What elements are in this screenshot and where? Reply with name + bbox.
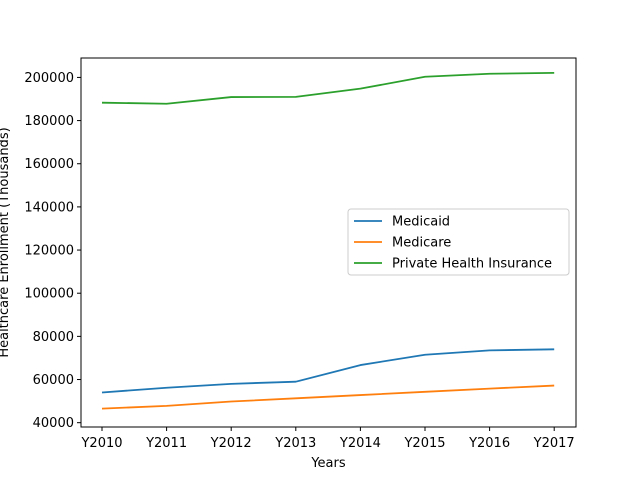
- x-tick-label: Y2012: [210, 436, 252, 451]
- legend-label: Medicaid: [392, 215, 450, 230]
- y-tick-label: 100000: [24, 287, 74, 302]
- y-tick-label: 40000: [33, 416, 74, 431]
- y-tick-label: 120000: [24, 244, 74, 259]
- series-line-medicare: [101, 384, 555, 410]
- axes-frame: [80, 57, 577, 428]
- y-tick-label: 140000: [24, 200, 74, 215]
- x-tick-label: Y2010: [80, 436, 122, 451]
- legend-label: Private Health Insurance: [392, 257, 552, 272]
- series-line-private-health-insurance: [101, 71, 555, 105]
- series-line-medicaid: [101, 348, 555, 394]
- x-tick-label: Y2016: [468, 436, 510, 451]
- legend-box: [347, 208, 570, 276]
- legend-label: Medicare: [392, 236, 451, 251]
- x-axis-label: Years: [310, 456, 346, 471]
- series-layer: [101, 71, 555, 410]
- y-tick-label: 160000: [24, 157, 74, 172]
- axes-layer: 40000 60000 80000 100000 120000 140000 160000 1…: [24, 57, 577, 451]
- y-tick-label: 180000: [24, 114, 74, 129]
- y-axis-label: Healthcare Enrollment (Thousands): [0, 127, 12, 357]
- x-tick-label: Y2015: [403, 436, 445, 451]
- x-tick-label: Y2011: [145, 436, 187, 451]
- y-tick-label: 200000: [24, 71, 74, 86]
- y-tick-label: 60000: [33, 373, 74, 388]
- y-tick-label: 80000: [33, 330, 74, 345]
- x-tick-label: Y2014: [339, 436, 381, 451]
- x-tick-label: Y2017: [533, 436, 575, 451]
- x-tick-label: Y2013: [274, 436, 316, 451]
- legend: Medicaid Medicare Private Health Insurance: [347, 208, 570, 276]
